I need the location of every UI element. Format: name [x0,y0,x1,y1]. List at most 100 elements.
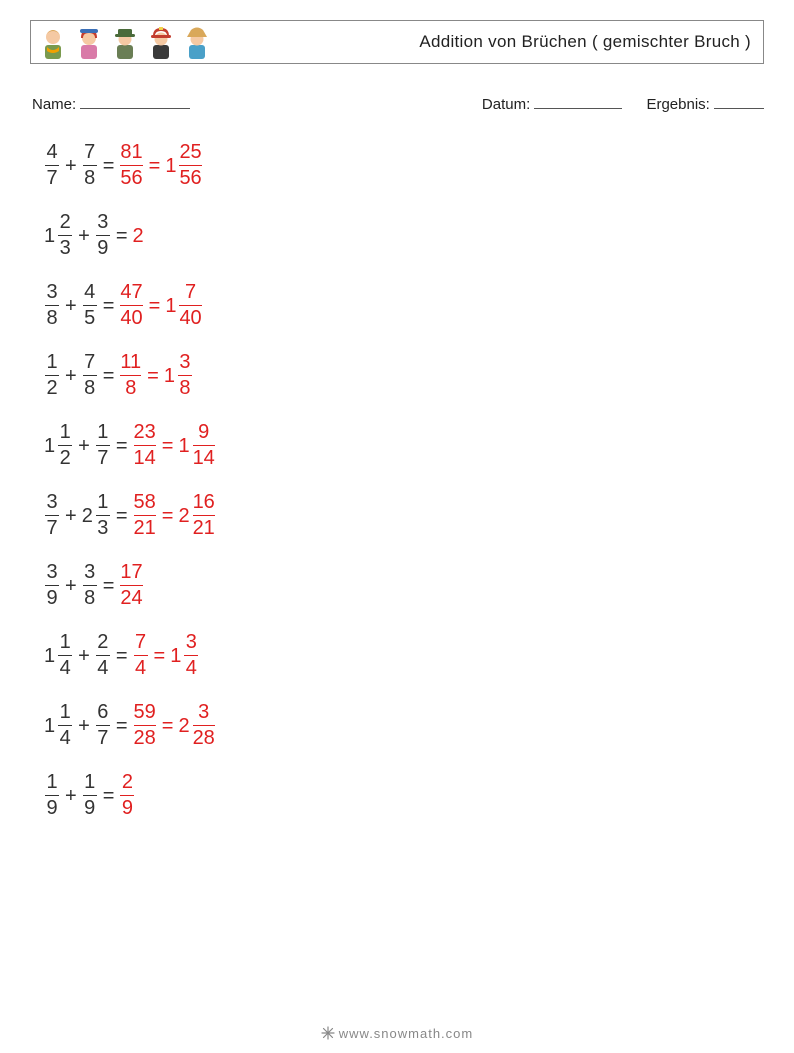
numerator: 25 [179,142,201,163]
answer-mixed: 134 [170,632,199,679]
fraction: 17 [95,422,111,469]
result-field: Ergebnis: [646,92,764,113]
plus-operator: + [60,786,82,806]
problems-list: 47+78=8156=12556123+39=238+45=4740=17401… [30,143,764,819]
fraction: 19 [44,772,60,819]
numerator: 47 [120,282,142,303]
equals-operator: = [157,506,179,526]
fraction: 38 [82,562,98,609]
worksheet-title: Addition von Brüchen ( gemischter Bruch … [419,32,751,52]
numerator: 1 [96,422,110,443]
denominator: 2 [58,448,72,469]
equation-row: 37+213=5821=21621 [44,493,764,539]
denominator: 28 [134,728,156,749]
fraction: 23 [57,212,73,259]
snowflake-icon [321,1026,335,1040]
person-icon-2 [75,25,103,59]
numerator: 3 [83,562,97,583]
answer-improper: 5928 [133,702,157,749]
numerator: 59 [134,702,156,723]
equals-operator: = [144,156,166,176]
numerator: 7 [83,142,97,163]
equals-operator: = [98,786,120,806]
date-underline[interactable] [534,92,622,109]
denominator: 4 [96,658,110,679]
denominator: 40 [179,308,201,329]
equals-operator: = [98,296,120,316]
plus-operator: + [73,436,95,456]
denominator: 8 [83,168,97,189]
result-underline[interactable] [714,92,764,109]
equals-operator: = [98,366,120,386]
fraction: 45 [82,282,98,329]
answer-improper: 74 [133,632,149,679]
denominator: 21 [193,518,215,539]
equation-row: 47+78=8156=12556 [44,143,764,189]
mixed-number: 123 [44,212,73,259]
denominator: 8 [45,308,59,329]
denominator: 4 [58,658,72,679]
numerator: 1 [58,702,72,723]
person-icon-4 [147,25,175,59]
denominator: 8 [178,378,192,399]
numerator: 3 [45,492,59,513]
fraction: 34 [183,632,199,679]
equals-operator: = [111,226,133,246]
plus-operator: + [73,226,95,246]
denominator: 4 [58,728,72,749]
fraction: 12 [57,422,73,469]
numerator: 7 [83,352,97,373]
denominator: 8 [83,378,97,399]
numerator: 7 [134,632,148,653]
name-underline[interactable] [80,92,190,109]
numerator: 3 [45,282,59,303]
numerator: 3 [197,702,211,723]
denominator: 4 [134,658,148,679]
whole-part: 1 [170,646,183,666]
equals-operator: = [98,576,120,596]
numerator: 2 [96,632,110,653]
equals-operator: = [157,436,179,456]
denominator: 5 [83,308,97,329]
plus-operator: + [60,506,82,526]
whole-part: 1 [44,716,57,736]
fraction: 78 [82,352,98,399]
numerator: 4 [83,282,97,303]
denominator: 56 [179,168,201,189]
whole-part: 1 [44,436,57,456]
fraction: 14 [57,702,73,749]
whole-part: 2 [82,506,95,526]
denominator: 8 [124,378,138,399]
numerator: 3 [96,212,110,233]
denominator: 9 [45,798,59,819]
plus-operator: + [60,366,82,386]
numerator: 23 [134,422,156,443]
fraction: 24 [95,632,111,679]
denominator: 28 [193,728,215,749]
mixed-number: 114 [44,702,73,749]
equation-row: 114+67=5928=2328 [44,703,764,749]
date-label: Datum: [482,96,530,113]
result-label: Ergebnis: [646,96,709,113]
answer-mixed: 138 [164,352,193,399]
answer-mixed: 12556 [165,142,202,189]
numerator: 1 [45,772,59,793]
date-field: Datum: [482,92,623,113]
footer-text: www.snowmath.com [339,1026,473,1041]
person-icon-5 [183,25,211,59]
answer-improper: 8156 [119,142,143,189]
fraction: 1621 [192,492,216,539]
answer-mixed: 2328 [178,702,215,749]
worksheet-page: Addition von Brüchen ( gemischter Bruch … [0,0,794,1053]
denominator: 7 [45,518,59,539]
whole-part: 1 [44,226,57,246]
denominator: 7 [96,448,110,469]
fraction: 2556 [178,142,202,189]
person-icon-3 [111,25,139,59]
fraction: 67 [95,702,111,749]
numerator: 1 [58,422,72,443]
fraction: 38 [177,352,193,399]
plus-operator: + [60,576,82,596]
equation-row: 38+45=4740=1740 [44,283,764,329]
denominator: 7 [96,728,110,749]
